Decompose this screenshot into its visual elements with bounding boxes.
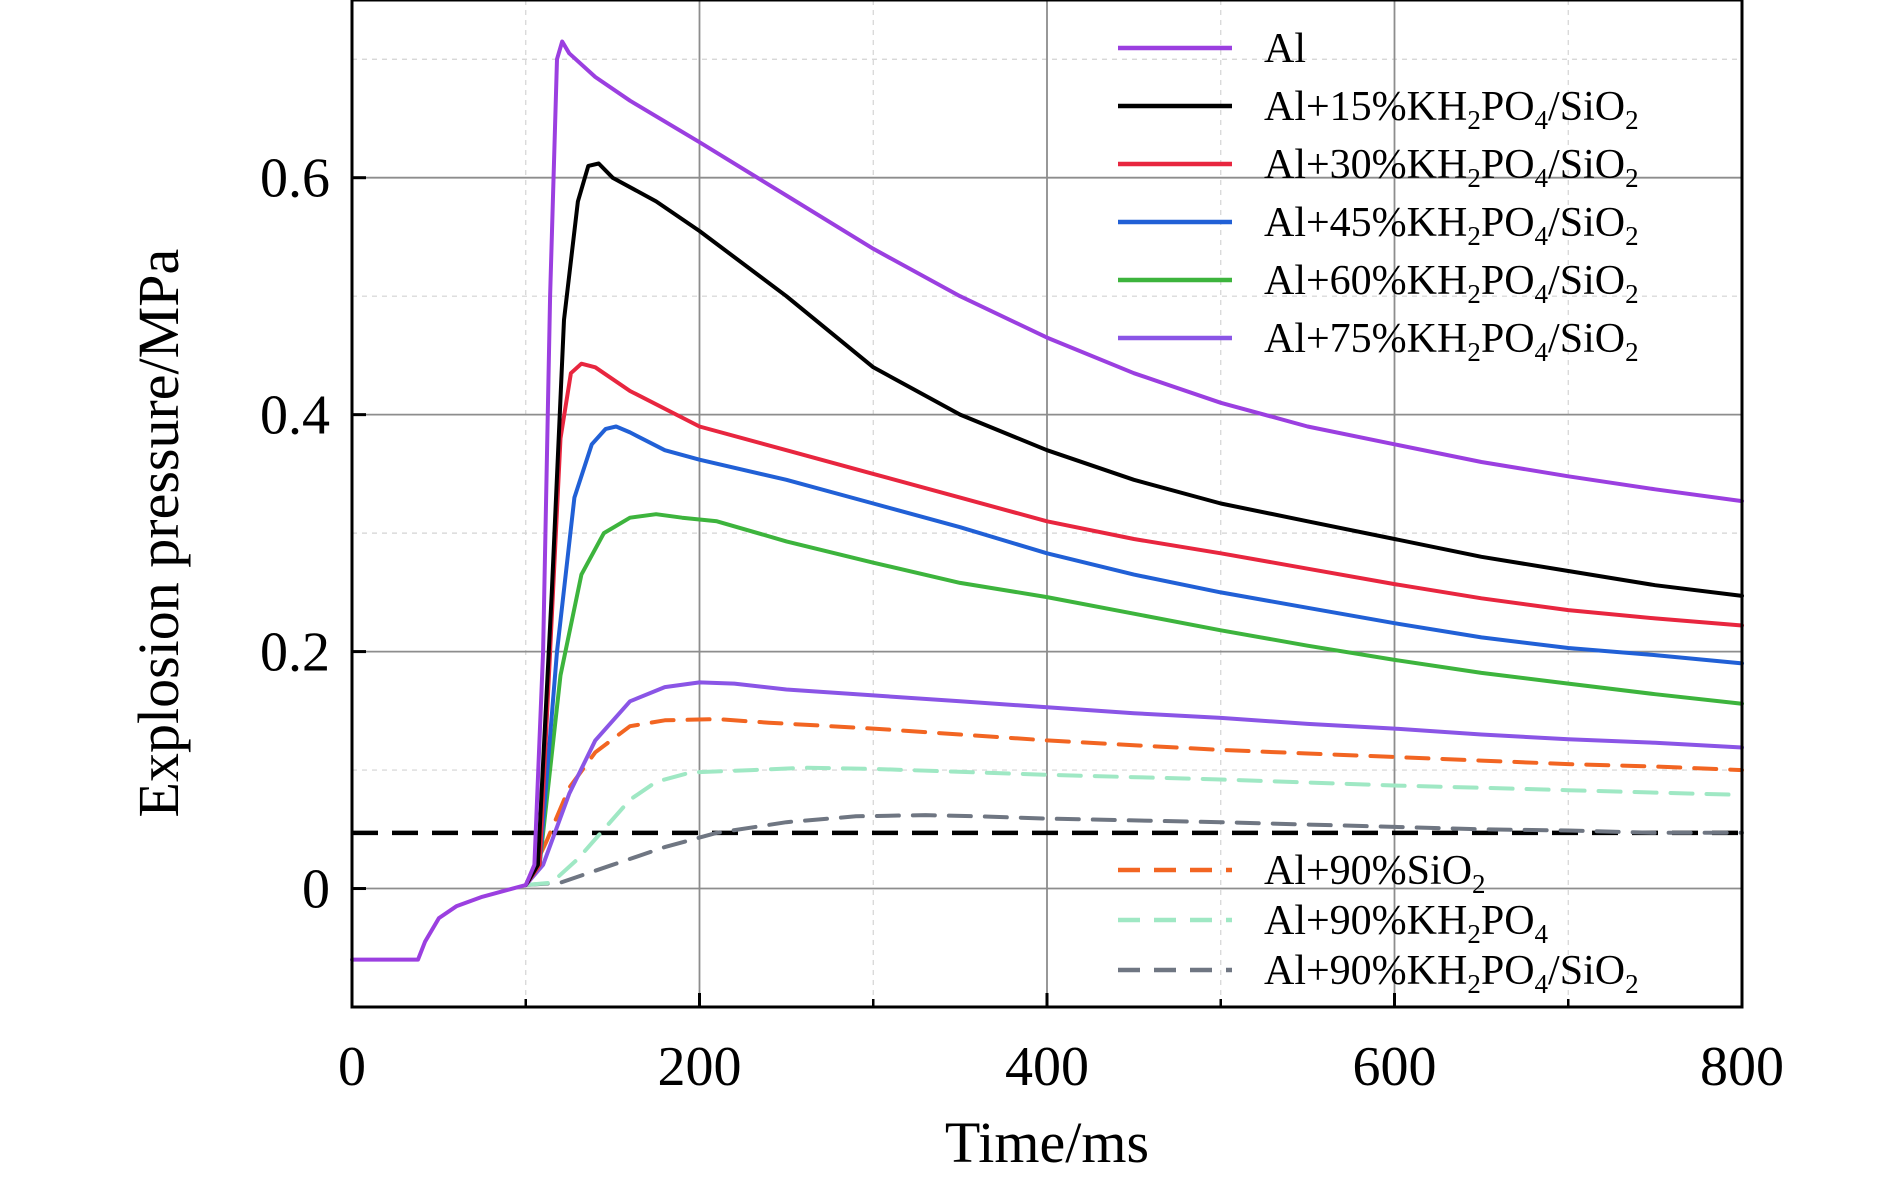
legend-label: Al+30%KH2PO4/SiO2 xyxy=(1264,142,1639,193)
x-tick-label: 200 xyxy=(658,1036,742,1098)
series-line xyxy=(523,680,1744,887)
x-tick-label: 600 xyxy=(1353,1036,1437,1098)
series-line xyxy=(523,717,1744,887)
series-line xyxy=(523,161,1744,887)
y-axis-title: Explosion pressure/MPa xyxy=(126,249,191,818)
series-line xyxy=(523,512,1744,887)
series-layer xyxy=(350,39,1744,962)
legend-upper: Al Al+15%KH2PO4/SiO2 Al+30%KH2PO4/SiO2 Al+4… xyxy=(1118,26,1639,367)
x-tick-label: 400 xyxy=(1005,1036,1089,1098)
legend-label: Al+15%KH2PO4/SiO2 xyxy=(1264,84,1639,135)
series-line xyxy=(350,39,1744,962)
legend-label: Al+75%KH2PO4/SiO2 xyxy=(1264,316,1639,367)
legend-label: Al+90%KH2PO4/SiO2 xyxy=(1264,948,1639,999)
y-tick-label: 0.4 xyxy=(260,385,330,447)
y-tick-label: 0 xyxy=(302,859,330,921)
series-line xyxy=(523,424,1744,887)
x-tick-label: 800 xyxy=(1700,1036,1784,1098)
legend-label: Al+90%KH2PO4 xyxy=(1264,898,1549,949)
x-axis-title: Time/ms xyxy=(945,1110,1149,1175)
series-line xyxy=(523,765,1744,887)
legend-label: Al+90%SiO2 xyxy=(1264,848,1486,899)
y-tick-label: 0.2 xyxy=(260,622,330,684)
legend-label: Al+45%KH2PO4/SiO2 xyxy=(1264,200,1639,251)
series-line xyxy=(523,361,1744,887)
tick-layer: 0 200 400 600 800 0 0.2 0.4 0.6 xyxy=(260,148,1784,1098)
x-tick-label: 0 xyxy=(338,1036,366,1098)
legend-label: Al+60%KH2PO4/SiO2 xyxy=(1264,258,1639,309)
legend-label: Al xyxy=(1264,26,1306,72)
y-tick-label: 0.6 xyxy=(260,148,330,210)
series-line xyxy=(523,813,1744,887)
